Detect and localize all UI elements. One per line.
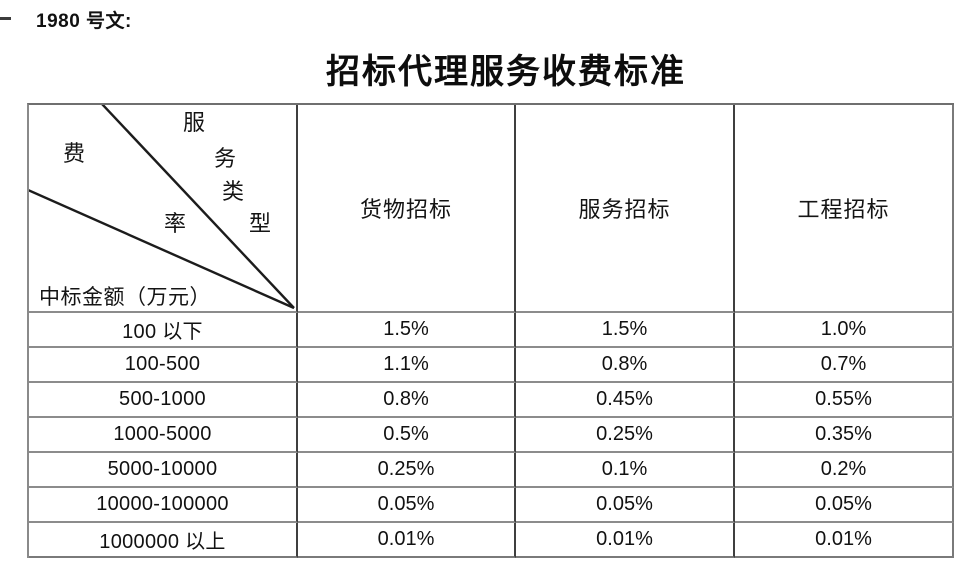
fee-value: 0.01%: [516, 523, 735, 558]
fee-value: 0.35%: [735, 418, 954, 453]
fee-value: 1.5%: [516, 313, 735, 348]
fee-value: 0.01%: [735, 523, 954, 558]
amount-axis-label: 中标金额（万元）: [39, 285, 211, 309]
service-type-char-4: 型: [248, 211, 272, 236]
service-type-char-2: 务: [213, 146, 237, 171]
column-header-service: 服务招标: [516, 105, 735, 313]
row-label: 500-1000: [29, 383, 298, 418]
fee-value: 0.55%: [735, 383, 954, 418]
fee-value: 0.1%: [516, 453, 735, 488]
page-title: 招标代理服务收费标准: [326, 54, 686, 91]
fee-value: 0.05%: [516, 488, 735, 523]
row-label: 10000-100000: [29, 488, 298, 523]
fee-value: 1.0%: [735, 313, 954, 348]
fee-value: 1.1%: [298, 348, 516, 383]
row-label: 1000000 以上: [29, 523, 298, 558]
row-label: 1000-5000: [29, 418, 298, 453]
fee-value: 0.45%: [516, 383, 735, 418]
fee-value: 1.5%: [298, 313, 516, 348]
row-label: 100-500: [29, 348, 298, 383]
page-edge-artifact: [0, 17, 11, 20]
fee-value: 0.5%: [298, 418, 516, 453]
row-label: 100 以下: [29, 313, 298, 348]
fee-value: 0.05%: [735, 488, 954, 523]
service-type-char-3: 类: [221, 179, 245, 204]
fee-rate-char-2: 率: [163, 211, 187, 236]
diagonal-header-cell: 服 务 类 型 费 率 中标金额（万元）: [29, 105, 298, 313]
fee-value: 0.25%: [516, 418, 735, 453]
fee-value: 0.8%: [516, 348, 735, 383]
fee-value: 0.7%: [735, 348, 954, 383]
column-header-goods: 货物招标: [298, 105, 516, 313]
column-header-engineering: 工程招标: [735, 105, 954, 313]
doc-number-label: 1980 号文:: [36, 11, 132, 32]
fee-table: 服 务 类 型 费 率 中标金额（万元） 货物招标 服务招标 工程招标 100 …: [27, 103, 954, 558]
fee-value: 0.25%: [298, 453, 516, 488]
service-type-char-1: 服: [182, 110, 206, 135]
fee-value: 0.05%: [298, 488, 516, 523]
fee-value: 0.8%: [298, 383, 516, 418]
diagonal-lines: [29, 105, 295, 310]
fee-value: 0.2%: [735, 453, 954, 488]
fee-rate-char-1: 费: [62, 141, 86, 166]
fee-value: 0.01%: [298, 523, 516, 558]
row-label: 5000-10000: [29, 453, 298, 488]
